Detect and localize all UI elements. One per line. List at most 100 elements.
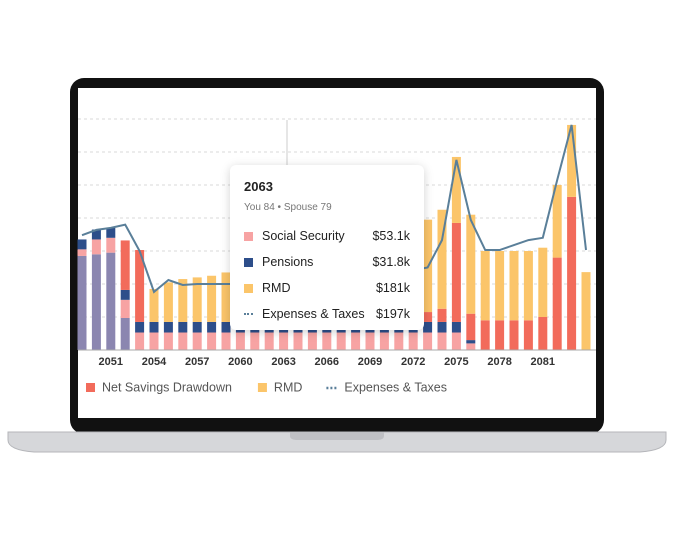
bar-segment [451,332,461,350]
bar-segment [307,332,317,350]
bar-segment [336,332,346,350]
bar-segment [264,332,274,350]
bar-segment [423,321,433,333]
bar-segment [523,320,533,350]
bar-segment [495,320,505,350]
tooltip-value: $53.1k [372,229,410,243]
tooltip-rows: Social Security $53.1k Pensions $31.8k RMD $1… [244,223,410,327]
bar-segment [451,222,461,322]
bar-segment [192,321,202,333]
tooltip-value: $197k [375,307,410,321]
x-tick-label: 2081 [531,356,555,368]
bar-segment [538,247,548,317]
bar-segment [423,332,433,350]
bar-segment [250,332,260,350]
laptop-base [7,431,667,453]
bar-segment [77,239,87,250]
bar-segment [163,332,173,350]
bar-segment [77,255,87,350]
tooltip-value: $31.8k [372,255,410,269]
tooltip-title: 2063 [244,179,273,194]
bar-segment [466,340,476,344]
bar-segment [207,321,217,333]
bar-segment [581,272,591,350]
bar-segment [135,332,145,350]
bar-segment [523,251,533,321]
bar-segment [567,196,577,350]
legend-label: Net Savings Drawdown [102,380,232,394]
bar-segment [466,343,476,350]
x-tick-label: 2060 [228,356,252,368]
x-tick-label: 2057 [185,356,209,368]
bar-segment [437,332,447,350]
bar-segment [149,288,159,322]
tooltip-label: RMD [262,281,291,295]
bar-segment [120,240,130,290]
x-tick-label: 2078 [487,356,511,368]
bar-segment [567,124,577,197]
bar-segment [221,321,231,333]
tooltip-subtitle: You 84 • Spouse 79 [244,202,332,213]
bar-segment [235,332,245,350]
bar-segment [480,320,490,350]
bar-segment [509,320,519,350]
x-tick-label: 2072 [401,356,425,368]
bar-segment [408,332,418,350]
tooltip-label: Pensions [262,255,314,269]
bar-segment [365,332,375,350]
bar-segment [149,321,159,333]
bar-segment [351,332,361,350]
bar-segment [163,282,173,322]
bar-segment [106,252,116,350]
bar-segment [207,275,217,322]
tooltip-row: Social Security $53.1k [244,223,410,249]
bar-segment [149,332,159,350]
bar-segment [293,332,303,350]
bar-segment [178,332,188,350]
bar-segment [106,227,116,238]
bar-segment [451,321,461,333]
bar-segment [423,312,433,322]
bar-segment [91,229,101,240]
notch [290,432,384,440]
bar-segment [178,321,188,333]
legend-marker [257,383,267,392]
bar-segment [538,317,548,350]
tooltip-value: $181k [375,281,410,295]
tooltip-row: Pensions $31.8k [244,249,410,275]
bar-segment [192,277,202,322]
bar-segment [480,251,490,321]
bar-segment [135,250,145,322]
tooltip-marker [244,283,253,293]
bar-segment [509,251,519,321]
x-tick-label: 2075 [444,356,468,368]
bar-segment [135,321,145,333]
bar-segment [207,332,217,350]
bar-segment [552,185,562,258]
bar-segment [394,332,404,350]
tooltip-marker [244,313,253,315]
bar-segment [106,237,116,253]
bar-segment [437,308,447,322]
bar-segment [221,332,231,350]
x-tick-label: 2063 [271,356,295,368]
x-tick-label: 2066 [315,356,339,368]
legend-label: Expenses & Taxes [344,380,447,394]
bar-segment [120,289,130,300]
bar-segment [77,249,87,256]
tooltip-marker [244,231,253,241]
tooltip-row: RMD $181k [244,275,410,301]
legend-label: RMD [274,380,302,394]
bar-segment [120,317,130,350]
bar-segment [437,321,447,333]
bar-segment [178,279,188,322]
tooltip-label: Expenses & Taxes [262,307,365,321]
bar-segment [466,313,476,341]
tooltip-row: Expenses & Taxes $197k [244,301,410,327]
tooltip-label: Social Security [262,229,345,243]
bar-segment [495,251,505,321]
bar-segment [163,321,173,333]
bar-segment [120,299,130,318]
bar-segment [279,332,289,350]
